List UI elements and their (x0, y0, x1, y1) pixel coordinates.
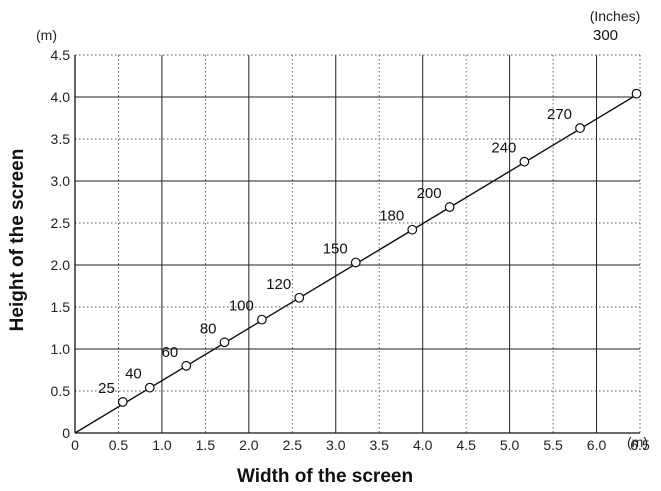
x-tick-label: 4.0 (413, 437, 433, 453)
series-unit-label: (Inches) (590, 8, 641, 24)
y-tick-label: 1.5 (51, 299, 71, 315)
x-tick-label: 2.5 (283, 437, 303, 453)
y-axis-title: Height of the screen (7, 149, 28, 332)
data-label: 40 (125, 366, 142, 383)
y-tick-label: 3.0 (51, 173, 71, 189)
data-labels: 25 40 60 80 100 120 150 180 200 240 270 300 (98, 27, 618, 397)
data-label: 120 (266, 276, 291, 293)
data-label: 150 (323, 240, 348, 257)
y-tick-label: 4.5 (51, 47, 71, 63)
data-points (117, 88, 642, 407)
y-tick-label: 4.0 (51, 89, 71, 105)
data-label: 180 (379, 208, 404, 225)
y-unit-label: (m) (36, 27, 57, 43)
y-tick-label: 0 (62, 425, 70, 441)
x-tick-label: 6.0 (587, 437, 607, 453)
data-point (444, 202, 455, 212)
data-point (144, 382, 155, 393)
data-label: 100 (229, 298, 254, 315)
x-tick-label: 3.5 (369, 437, 389, 453)
data-point (575, 123, 585, 133)
data-point (219, 337, 230, 348)
data-label: 80 (200, 320, 217, 337)
y-tick-label: 2.0 (51, 257, 71, 273)
data-label: 270 (547, 106, 572, 123)
data-label: 240 (491, 140, 516, 157)
x-tick-label: 0.5 (109, 437, 129, 453)
data-point (294, 292, 305, 303)
x-tick-label: 3.0 (326, 437, 346, 453)
data-point (631, 88, 642, 99)
y-tick-label: 1.0 (51, 341, 71, 357)
data-label: 60 (162, 344, 179, 361)
x-tick-label: 1.5 (196, 437, 216, 453)
y-tick-label: 0.5 (51, 383, 71, 399)
y-tick-label: 3.5 (51, 131, 71, 147)
data-point (181, 360, 192, 371)
x-tick-label: 5.5 (543, 437, 563, 453)
data-label: 25 (98, 380, 115, 397)
x-unit-label: (m) (627, 434, 648, 450)
x-tick-label: 2.0 (239, 437, 259, 453)
x-tick-label: 6.5 (630, 437, 650, 453)
data-point (117, 397, 128, 407)
data-point (256, 314, 267, 325)
x-tick-label: 0 (71, 437, 79, 453)
data-label: 200 (417, 185, 442, 202)
data-point (407, 224, 418, 235)
data-label: 300 (593, 27, 618, 44)
x-tick-label: 5.0 (500, 437, 520, 453)
data-point (519, 156, 530, 167)
data-point (350, 257, 361, 268)
y-tick-label: 2.5 (51, 215, 71, 231)
axes: 0 0.5 1.0 1.5 2.0 2.5 3.0 3.5 4.0 4.5 5.0 5.5 6.0 6.5… (51, 47, 650, 453)
x-tick-label: 1.0 (152, 437, 172, 453)
x-tick-label: 4.5 (456, 437, 476, 453)
x-axis-title: Width of the screen (237, 466, 413, 487)
